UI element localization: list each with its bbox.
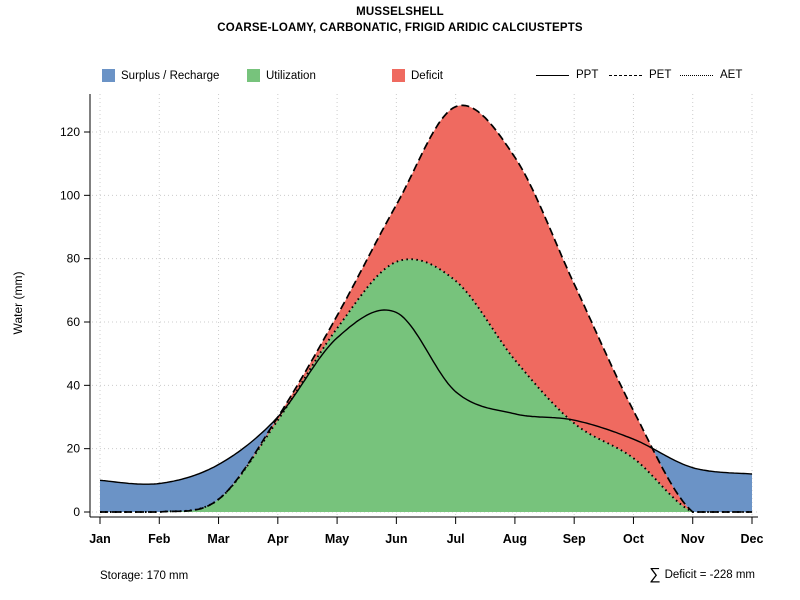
surplus-swatch-icon [102,69,115,82]
deficit-sum-text: Deficit = -228 mm [664,569,755,581]
svg-text:20: 20 [67,442,81,456]
storage-annotation: Storage: 170 mm [100,570,189,582]
sum-icon: ∑ [649,566,661,583]
svg-text:100: 100 [60,188,80,202]
legend-item-surplus: Surplus / Recharge [102,69,219,82]
chart-title: MUSSELSHELL [356,6,444,18]
svg-text:0: 0 [73,505,80,519]
utilization-swatch-icon [247,69,260,82]
legend-item-aet: AET [680,69,742,81]
svg-text:Jul: Jul [447,532,465,546]
aet-line-icon [680,74,713,76]
svg-text:40: 40 [67,378,81,392]
svg-text:Sep: Sep [563,532,586,546]
deficit-swatch-icon [392,69,405,82]
svg-text:Oct: Oct [623,532,645,546]
svg-text:Feb: Feb [148,532,171,546]
chart-subtitle: COARSE-LOAMY, CARBONATIC, FRIGID ARIDIC … [217,22,583,34]
pet-line-icon [609,74,642,76]
legend-label-aet: AET [720,69,743,81]
svg-text:Apr: Apr [267,532,289,546]
legend-item-deficit: Deficit [392,69,443,82]
deficit-annotation: ∑ Deficit = -228 mm [649,566,755,583]
svg-text:Jun: Jun [385,532,407,546]
legend-label-deficit: Deficit [411,69,443,82]
svg-text:Mar: Mar [207,532,229,546]
legend-label-pet: PET [649,69,672,81]
svg-text:May: May [325,532,349,546]
svg-text:Nov: Nov [681,532,705,546]
svg-text:Dec: Dec [741,532,764,546]
legend-label-surplus: Surplus / Recharge [121,69,220,82]
svg-text:Jan: Jan [89,532,111,546]
ppt-line-icon [536,74,569,76]
legend-label-utilization: Utilization [266,69,316,82]
svg-text:120: 120 [60,125,80,139]
svg-text:60: 60 [67,315,81,329]
svg-text:80: 80 [67,252,81,266]
legend-item-ppt: PPT [536,69,598,81]
legend-label-ppt: PPT [576,69,599,81]
legend-item-utilization: Utilization [247,69,316,82]
svg-text:Aug: Aug [503,532,527,546]
legend-item-pet: PET [609,69,671,81]
svg-text:Water (mm): Water (mm) [11,272,25,335]
